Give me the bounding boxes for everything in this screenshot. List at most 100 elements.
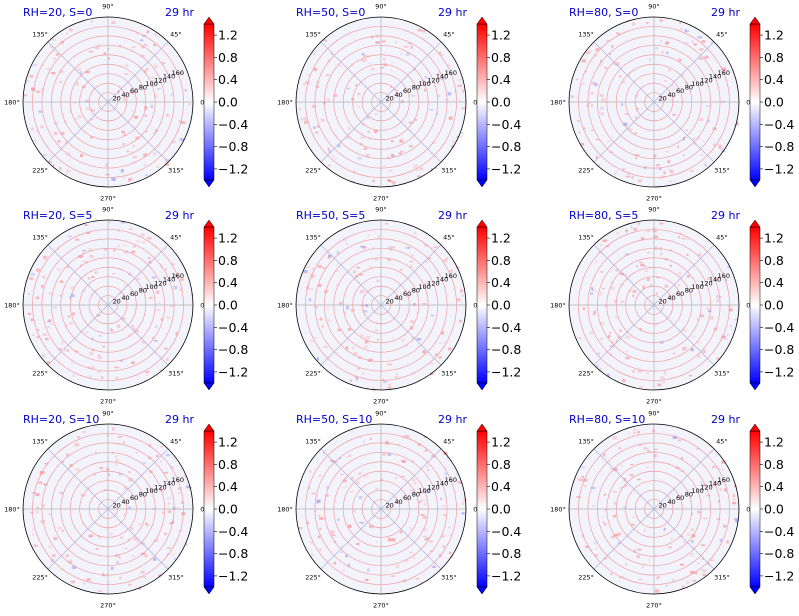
colorbar-tick-label: −0.4: [764, 524, 794, 539]
field-speck: [456, 136, 459, 138]
field-speck: [424, 88, 426, 92]
radial-tick-label: 120: [700, 279, 712, 287]
field-speck: [644, 131, 647, 133]
field-speck: [360, 304, 365, 307]
field-speck: [667, 546, 672, 549]
colorbar-gradient: [476, 226, 488, 384]
field-speck: [653, 155, 656, 159]
field-speck: [726, 334, 729, 336]
field-speck: [334, 157, 338, 160]
field-speck: [616, 32, 620, 35]
field-speck: [120, 360, 123, 362]
angle-tick-label: 90°: [102, 206, 114, 214]
angular-spoke: [107, 244, 169, 306]
colorbar-tick-label: −0.4: [218, 117, 248, 132]
polar-outline: [568, 423, 740, 595]
field-speck: [367, 130, 371, 134]
field-speck: [408, 145, 413, 148]
colorbar-tick-label: −1.2: [218, 161, 248, 176]
field-speck: [436, 82, 439, 85]
field-speck: [421, 498, 426, 501]
field-speck: [41, 87, 45, 91]
field-speck: [462, 91, 464, 94]
field-speck: [115, 376, 118, 380]
field-speck: [367, 234, 370, 237]
field-speck: [156, 88, 161, 90]
angle-tick-label: 180°: [277, 506, 293, 514]
field-speck: [78, 255, 83, 258]
field-speck: [179, 72, 183, 75]
field-speck: [412, 303, 416, 307]
field-speck: [329, 460, 334, 462]
field-speck: [174, 557, 176, 560]
field-speck: [399, 269, 403, 271]
field-specks: [576, 425, 739, 595]
field-speck: [361, 372, 365, 375]
angle-tick-label: 90°: [375, 206, 387, 214]
field-speck: [702, 556, 704, 560]
field-speck: [59, 280, 64, 283]
field-speck: [131, 555, 135, 558]
field-speck: [461, 294, 464, 297]
polar-panel: 204060801001201401600°45°90°135°180°225°…: [4, 206, 248, 406]
angle-tick-label: 90°: [102, 3, 114, 11]
field-speck: [452, 140, 455, 143]
field-speck: [80, 154, 84, 157]
field-speck: [727, 266, 730, 269]
radial-tick-label: 160: [445, 476, 457, 484]
field-speck: [447, 92, 452, 96]
field-speck: [387, 537, 391, 542]
field-speck: [55, 53, 59, 56]
field-speck: [107, 48, 110, 50]
field-speck: [59, 295, 62, 297]
field-speck: [393, 155, 395, 157]
field-speck: [348, 126, 350, 131]
colorbar-tick-label: −1.2: [218, 364, 248, 379]
field-speck: [387, 363, 392, 366]
field-speck: [57, 140, 61, 143]
field-speck: [387, 452, 392, 456]
radial-tick-label: 140: [709, 73, 721, 81]
field-speck: [134, 330, 139, 333]
field-speck: [615, 316, 619, 319]
field-speck: [384, 222, 389, 225]
field-speck: [318, 319, 322, 321]
field-speck: [94, 271, 97, 274]
colorbar: −1.2 −0.8 −0.4 0.0 0.4 0.8 1.2: [203, 423, 248, 595]
field-speck: [119, 576, 122, 579]
field-speck: [625, 175, 630, 178]
colorbar-tick-label: −1.2: [491, 161, 521, 176]
panel-time-label: 29 hr: [165, 6, 194, 19]
field-speck: [671, 87, 675, 90]
radial-tick-label: 60: [403, 494, 411, 502]
field-speck: [612, 535, 616, 539]
field-speck: [696, 448, 700, 450]
field-speck: [115, 463, 118, 466]
colorbar-tick-label: −0.8: [218, 342, 248, 357]
field-speck: [364, 340, 368, 344]
field-speck: [348, 454, 353, 457]
field-speck: [602, 521, 605, 524]
field-speck: [635, 154, 640, 157]
field-speck: [151, 79, 154, 83]
field-speck: [105, 173, 110, 176]
field-speck: [391, 246, 395, 249]
field-speck: [77, 67, 81, 71]
field-speck: [145, 174, 148, 177]
colorbar-tick-label: 0.8: [218, 457, 238, 472]
field-speck: [672, 579, 675, 582]
field-speck: [124, 547, 128, 550]
field-speck: [677, 439, 682, 442]
field-speck: [681, 439, 685, 441]
angular-spoke: [107, 41, 169, 103]
angle-tick-label: 90°: [375, 410, 387, 418]
field-speck: [69, 296, 72, 300]
field-speck: [150, 76, 155, 79]
field-speck: [129, 91, 134, 94]
angular-spoke: [320, 101, 382, 163]
angle-tick-label: 225°: [305, 573, 321, 581]
field-speck: [645, 22, 649, 24]
field-speck: [43, 471, 46, 474]
field-speck: [113, 249, 116, 252]
